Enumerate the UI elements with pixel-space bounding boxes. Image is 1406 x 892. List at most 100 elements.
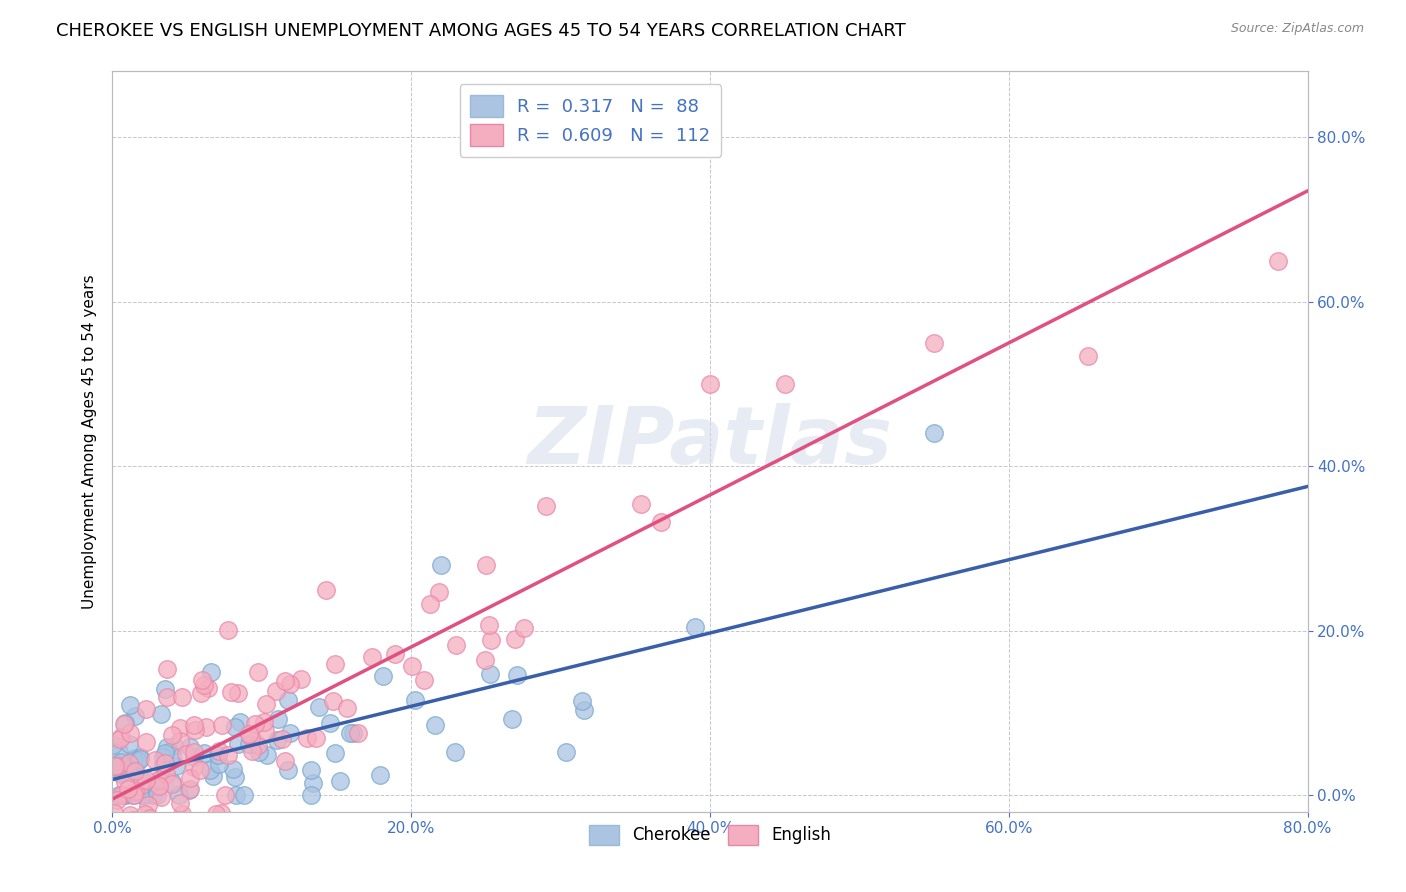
Point bbox=[110, 766, 132, 780]
Point bbox=[142, 789, 165, 803]
Point bbox=[253, 724, 276, 739]
Point bbox=[167, 789, 190, 803]
Point bbox=[110, 730, 132, 744]
Point bbox=[413, 673, 436, 687]
Point bbox=[135, 702, 157, 716]
Point bbox=[114, 814, 136, 828]
Point bbox=[101, 837, 124, 851]
Point bbox=[224, 770, 246, 784]
Point bbox=[169, 796, 191, 810]
Point bbox=[224, 720, 246, 734]
Point bbox=[323, 657, 346, 671]
Point bbox=[232, 789, 254, 803]
Point bbox=[208, 744, 231, 758]
Point bbox=[401, 659, 423, 673]
Point bbox=[152, 756, 174, 771]
Point bbox=[194, 720, 217, 734]
Point bbox=[150, 707, 173, 722]
Point bbox=[479, 632, 502, 647]
Point bbox=[162, 728, 184, 742]
Point bbox=[110, 765, 132, 780]
Point bbox=[118, 698, 141, 712]
Point bbox=[103, 805, 125, 820]
Point bbox=[183, 745, 205, 759]
Point bbox=[104, 764, 127, 778]
Point bbox=[122, 789, 145, 803]
Point bbox=[217, 748, 239, 763]
Point bbox=[105, 758, 128, 772]
Point bbox=[266, 732, 288, 747]
Point bbox=[128, 770, 150, 784]
Point bbox=[155, 662, 177, 676]
Point bbox=[219, 888, 242, 892]
Point bbox=[111, 789, 134, 803]
Point bbox=[238, 727, 260, 741]
Text: CHEROKEE VS ENGLISH UNEMPLOYMENT AMONG AGES 45 TO 54 YEARS CORRELATION CHART: CHEROKEE VS ENGLISH UNEMPLOYMENT AMONG A… bbox=[56, 22, 905, 40]
Point bbox=[429, 585, 451, 599]
Point bbox=[163, 739, 186, 753]
Point bbox=[117, 782, 139, 797]
Point bbox=[155, 767, 177, 781]
Point bbox=[115, 789, 138, 803]
Point bbox=[329, 774, 352, 789]
Point bbox=[145, 753, 167, 767]
Point bbox=[308, 700, 330, 714]
Point bbox=[295, 731, 318, 745]
Point bbox=[217, 623, 239, 637]
Point bbox=[176, 747, 198, 761]
Point bbox=[247, 738, 270, 752]
Point bbox=[124, 784, 146, 798]
Point bbox=[277, 763, 299, 777]
Point bbox=[322, 694, 344, 708]
Point bbox=[165, 759, 187, 773]
Point bbox=[371, 669, 394, 683]
Point bbox=[118, 737, 141, 751]
Point bbox=[103, 738, 125, 752]
Point bbox=[1077, 349, 1099, 363]
Point bbox=[444, 745, 467, 759]
Point bbox=[319, 715, 342, 730]
Point bbox=[254, 697, 277, 711]
Point bbox=[430, 558, 453, 572]
Point bbox=[179, 740, 201, 755]
Point bbox=[170, 807, 193, 822]
Point bbox=[342, 725, 364, 739]
Point bbox=[226, 737, 249, 751]
Point bbox=[177, 783, 200, 797]
Point bbox=[922, 335, 945, 350]
Point bbox=[572, 703, 595, 717]
Point bbox=[773, 376, 796, 391]
Point bbox=[267, 712, 290, 726]
Point bbox=[571, 694, 593, 708]
Point bbox=[278, 676, 301, 690]
Point bbox=[103, 834, 125, 848]
Point bbox=[148, 773, 170, 788]
Point bbox=[112, 716, 135, 731]
Point bbox=[120, 807, 142, 822]
Point bbox=[122, 814, 145, 828]
Point bbox=[111, 758, 134, 772]
Point bbox=[114, 775, 136, 789]
Point bbox=[444, 638, 467, 652]
Point bbox=[506, 667, 529, 681]
Point bbox=[138, 842, 160, 856]
Point bbox=[148, 779, 170, 793]
Point bbox=[425, 718, 447, 732]
Point bbox=[238, 737, 260, 751]
Point bbox=[110, 755, 132, 769]
Point bbox=[404, 692, 426, 706]
Text: ZIPatlas: ZIPatlas bbox=[527, 402, 893, 481]
Point bbox=[156, 690, 179, 704]
Point bbox=[274, 754, 297, 768]
Point bbox=[118, 756, 141, 771]
Point bbox=[138, 811, 160, 825]
Point bbox=[384, 647, 406, 661]
Point bbox=[225, 789, 247, 803]
Point bbox=[201, 769, 224, 783]
Point bbox=[121, 752, 143, 766]
Point bbox=[419, 597, 441, 611]
Point bbox=[193, 746, 215, 760]
Point bbox=[169, 734, 191, 748]
Point bbox=[114, 715, 136, 730]
Point bbox=[228, 714, 250, 729]
